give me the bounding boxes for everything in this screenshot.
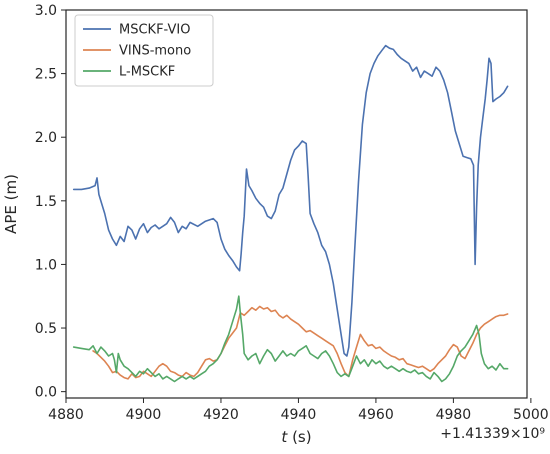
- series-layer: [72, 44, 509, 383]
- legend-label-2: VINS-mono: [119, 44, 191, 59]
- y-ticks: 0.0 0.5 1.0 1.5 2.0 2.5 3.0: [35, 3, 66, 401]
- y-tick-label-3: 1.5: [35, 194, 57, 210]
- x-tick-label-3: 4940: [281, 407, 317, 423]
- x-axis-label-unit: (s): [287, 428, 311, 446]
- legend-label-3: L-MSCKF: [119, 65, 175, 80]
- y-tick-label-6: 3.0: [35, 3, 57, 19]
- legend: MSCKF-VIO VINS-mono L-MSCKF: [74, 14, 214, 87]
- x-tick-label-1: 4900: [126, 407, 162, 423]
- plot-frame: [65, 9, 528, 399]
- series-line-1: [72, 44, 509, 357]
- x-tick-label-2: 4920: [203, 407, 239, 423]
- y-axis-label: APE (m): [2, 174, 20, 234]
- legend-entries: MSCKF-VIO VINS-mono L-MSCKF: [83, 23, 191, 80]
- series-line-3: [72, 295, 509, 383]
- x-axis-label: t (s): [281, 428, 311, 446]
- y-tick-label-2: 1.0: [35, 257, 57, 273]
- y-tick-label-0: 0.0: [35, 385, 57, 401]
- y-tick-label-5: 2.5: [35, 67, 57, 83]
- x-tick-label-0: 4880: [48, 407, 84, 423]
- x-axis-label-var: t: [281, 428, 288, 446]
- y-tick-label-1: 0.5: [35, 321, 57, 337]
- x-ticks: 4880 4900 4920 4940 4960 4980 5000: [48, 398, 549, 423]
- x-offset-label: +1.41339×10⁹: [440, 426, 545, 442]
- series-line-2: [92, 305, 509, 380]
- legend-label-1: MSCKF-VIO: [119, 23, 190, 38]
- legend-box: [74, 14, 214, 87]
- x-tick-label-6: 5000: [513, 407, 549, 423]
- x-tick-label-4: 4960: [358, 407, 394, 423]
- y-tick-label-4: 2.0: [35, 130, 57, 146]
- x-tick-label-5: 4980: [436, 407, 472, 423]
